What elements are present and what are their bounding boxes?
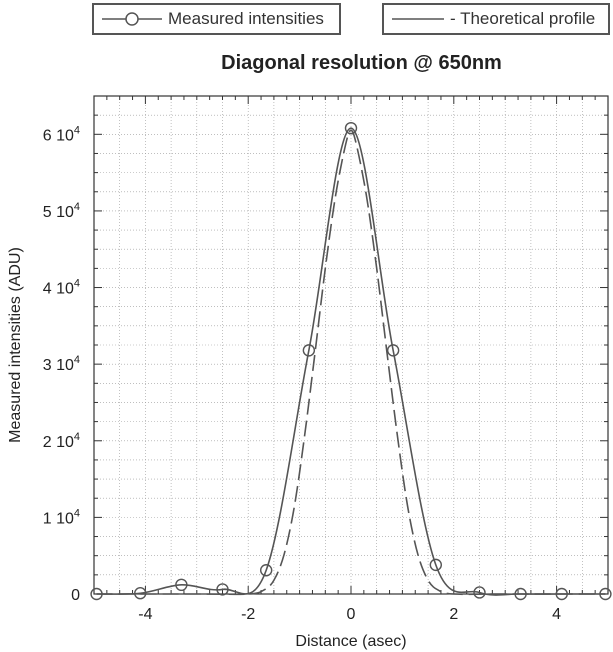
y-tick-label: 2 104	[43, 431, 80, 451]
legend-label-measured: Measured intensities	[168, 9, 324, 28]
data-point-marker	[302, 344, 316, 357]
legend-label-theoretical: - Theoretical profile	[450, 9, 596, 28]
chart-title: Diagonal resolution @ 650nm	[221, 52, 502, 74]
data-point-marker	[344, 121, 358, 135]
x-tick-label: -2	[241, 606, 255, 623]
grid	[94, 96, 608, 594]
y-tick-labels: 0 1 104 2 104 3 104 4 104 5 104 6 104	[43, 124, 80, 604]
series-layer	[90, 121, 612, 601]
legend-line-circle-icon	[102, 12, 162, 26]
x-tick-label: 0	[347, 606, 356, 623]
legend-dashed-line-icon	[392, 18, 444, 20]
legend-item-measured: Measured intensities	[92, 3, 341, 35]
series-line-theoretical	[96, 129, 606, 596]
data-point-marker	[386, 344, 400, 357]
y-tick-label: 1 104	[43, 507, 80, 527]
y-tick-label: 0	[71, 587, 80, 604]
x-tick-label: 2	[449, 606, 458, 623]
axis-ticks	[93, 95, 609, 595]
y-tick-label: 5 104	[43, 201, 80, 221]
data-point-marker	[175, 578, 188, 592]
data-point-marker	[429, 558, 443, 572]
x-tick-label: -4	[138, 606, 152, 623]
x-tick-label: 4	[552, 606, 561, 623]
data-point-marker	[259, 564, 273, 577]
y-tick-label: 4 104	[43, 278, 80, 298]
series-line-measured	[96, 127, 606, 596]
y-axis-label: Measured intensities (ADU)	[7, 247, 24, 443]
legend-item-theoretical: - Theoretical profile	[382, 3, 610, 35]
x-tick-labels: -4 -2 0 2 4	[138, 606, 561, 623]
y-tick-label: 3 104	[43, 354, 80, 374]
data-point-marker	[473, 586, 486, 599]
data-point-marker	[599, 587, 612, 601]
y-tick-label: 6 104	[43, 124, 80, 144]
x-axis-label: Distance (asec)	[295, 633, 406, 650]
